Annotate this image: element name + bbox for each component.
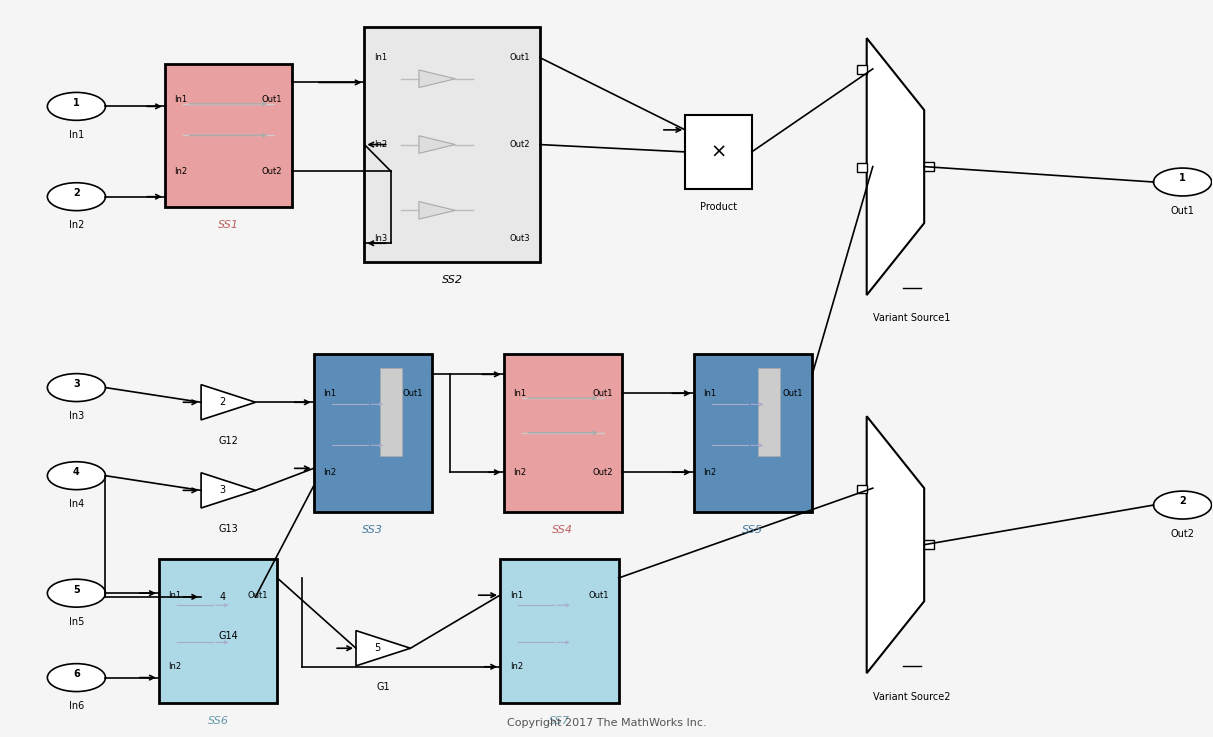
Text: In3: In3 xyxy=(69,411,84,422)
FancyBboxPatch shape xyxy=(503,354,622,511)
Ellipse shape xyxy=(47,462,106,489)
Text: Out2: Out2 xyxy=(592,468,613,477)
Polygon shape xyxy=(201,472,256,508)
Bar xyxy=(380,368,402,456)
Polygon shape xyxy=(418,201,455,219)
Text: SS6: SS6 xyxy=(207,716,228,726)
Text: In2: In2 xyxy=(509,663,523,671)
Bar xyxy=(685,115,752,189)
Text: 1: 1 xyxy=(73,98,80,108)
Text: Out2: Out2 xyxy=(262,167,283,175)
Ellipse shape xyxy=(47,579,106,607)
Text: Variant Source1: Variant Source1 xyxy=(872,313,950,324)
Text: In1: In1 xyxy=(704,389,717,398)
Text: In2: In2 xyxy=(704,468,717,477)
Text: G1: G1 xyxy=(376,682,391,692)
FancyBboxPatch shape xyxy=(694,354,813,511)
Text: In1: In1 xyxy=(69,130,84,140)
Polygon shape xyxy=(867,416,924,673)
Bar xyxy=(858,66,867,74)
Text: In2: In2 xyxy=(513,468,526,477)
Text: Out1: Out1 xyxy=(592,389,613,398)
Polygon shape xyxy=(201,385,256,420)
Text: 6: 6 xyxy=(73,669,80,679)
Text: SS5: SS5 xyxy=(742,525,763,535)
Text: Out1: Out1 xyxy=(509,53,530,62)
Text: Out2: Out2 xyxy=(1171,528,1195,539)
Text: 2: 2 xyxy=(1179,497,1186,506)
Bar xyxy=(758,368,780,456)
Bar xyxy=(924,162,934,171)
Text: SS3: SS3 xyxy=(363,525,383,535)
Text: In2: In2 xyxy=(69,220,84,231)
FancyBboxPatch shape xyxy=(500,559,619,702)
Text: In1: In1 xyxy=(509,590,523,600)
Text: SS4: SS4 xyxy=(552,525,574,535)
Text: 3: 3 xyxy=(220,486,226,495)
Polygon shape xyxy=(418,136,455,153)
Bar xyxy=(858,484,867,493)
Polygon shape xyxy=(418,70,455,88)
Text: In1: In1 xyxy=(169,590,182,600)
Text: 4: 4 xyxy=(220,592,226,602)
Text: Out1: Out1 xyxy=(588,590,609,600)
Text: 1: 1 xyxy=(1179,173,1186,184)
Ellipse shape xyxy=(47,374,106,402)
Text: SS1: SS1 xyxy=(218,220,239,230)
Ellipse shape xyxy=(1154,168,1212,196)
Text: Variant Source2: Variant Source2 xyxy=(872,691,950,702)
Text: Out1: Out1 xyxy=(1171,206,1195,216)
Ellipse shape xyxy=(47,663,106,691)
Text: 2: 2 xyxy=(73,188,80,198)
Text: SS2: SS2 xyxy=(442,275,462,285)
Text: 4: 4 xyxy=(73,467,80,477)
Bar xyxy=(924,540,934,549)
Text: Out1: Out1 xyxy=(262,95,283,104)
Text: In2: In2 xyxy=(169,663,182,671)
Text: 2: 2 xyxy=(220,397,226,408)
Text: 5: 5 xyxy=(73,584,80,595)
Text: In1: In1 xyxy=(175,95,188,104)
Text: In1: In1 xyxy=(324,389,336,398)
Ellipse shape xyxy=(1154,491,1212,519)
Text: ×: × xyxy=(711,142,727,161)
Text: In2: In2 xyxy=(324,468,336,477)
Text: G13: G13 xyxy=(218,524,238,534)
FancyBboxPatch shape xyxy=(165,64,292,207)
Polygon shape xyxy=(355,631,410,666)
FancyBboxPatch shape xyxy=(314,354,432,511)
Text: G14: G14 xyxy=(218,631,238,640)
Text: Product: Product xyxy=(700,202,738,212)
Text: 3: 3 xyxy=(73,379,80,389)
Text: G12: G12 xyxy=(218,436,238,446)
Text: Out3: Out3 xyxy=(509,234,530,243)
Text: In5: In5 xyxy=(69,617,84,627)
Text: In3: In3 xyxy=(374,234,387,243)
Ellipse shape xyxy=(47,183,106,211)
Text: Out1: Out1 xyxy=(402,389,422,398)
Text: In1: In1 xyxy=(374,53,387,62)
Text: Copyright 2017 The MathWorks Inc.: Copyright 2017 The MathWorks Inc. xyxy=(507,719,706,728)
Text: Out2: Out2 xyxy=(509,140,530,149)
Text: In4: In4 xyxy=(69,500,84,509)
Text: Out1: Out1 xyxy=(782,389,803,398)
FancyBboxPatch shape xyxy=(159,559,278,702)
Bar xyxy=(858,163,867,172)
Polygon shape xyxy=(867,38,924,295)
Text: 5: 5 xyxy=(374,643,381,653)
Ellipse shape xyxy=(47,92,106,120)
Text: In6: In6 xyxy=(69,702,84,711)
Text: In2: In2 xyxy=(175,167,188,175)
FancyBboxPatch shape xyxy=(364,27,540,262)
Polygon shape xyxy=(201,579,256,615)
Text: SS7: SS7 xyxy=(548,716,570,726)
Text: In2: In2 xyxy=(374,140,387,149)
Text: In1: In1 xyxy=(513,389,526,398)
Text: Out1: Out1 xyxy=(247,590,268,600)
